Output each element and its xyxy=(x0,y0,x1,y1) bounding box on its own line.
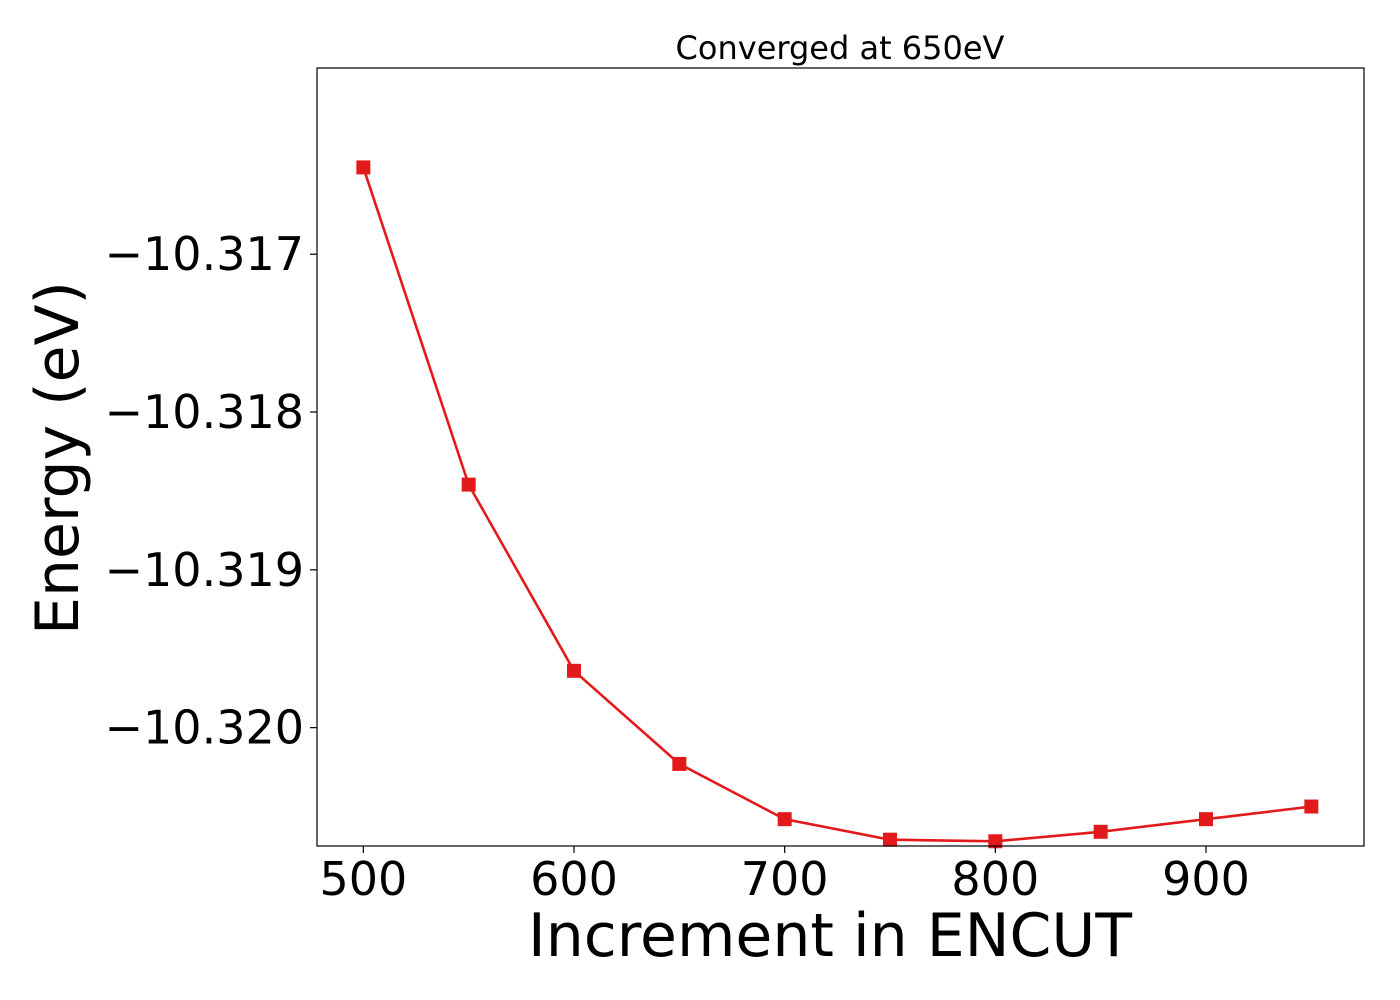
y-tick-label: −10.317 xyxy=(105,227,305,281)
data-point xyxy=(461,477,476,492)
x-tick-label: 500 xyxy=(319,852,407,906)
data-point xyxy=(1093,824,1108,839)
data-point xyxy=(1304,799,1319,814)
data-point xyxy=(883,832,898,847)
chart-title: Converged at 650eV xyxy=(676,29,1005,67)
plot-layer xyxy=(356,160,1319,849)
x-tick-label: 900 xyxy=(1162,852,1250,906)
plot-frame xyxy=(316,67,1365,847)
data-point xyxy=(777,812,792,827)
data-point xyxy=(356,160,371,175)
x-tick-label: 600 xyxy=(530,852,618,906)
x-tick-label: 700 xyxy=(741,852,829,906)
data-point xyxy=(988,834,1003,849)
data-point xyxy=(567,663,582,678)
y-tick-label: −10.318 xyxy=(105,385,305,439)
y-axis-label: Energy (eV) xyxy=(23,281,93,635)
y-tick-label: −10.320 xyxy=(105,701,305,755)
x-axis-label: Increment in ENCUT xyxy=(528,901,1132,971)
series-line xyxy=(362,167,1312,843)
y-tick-label: −10.319 xyxy=(105,543,305,597)
data-point xyxy=(1199,812,1214,827)
x-axis: 500 600 700 800 900 xyxy=(319,846,1250,906)
data-point xyxy=(672,756,687,771)
y-axis: −10.317 −10.318 −10.319 −10.320 xyxy=(105,227,317,755)
x-tick-label: 800 xyxy=(951,852,1039,906)
